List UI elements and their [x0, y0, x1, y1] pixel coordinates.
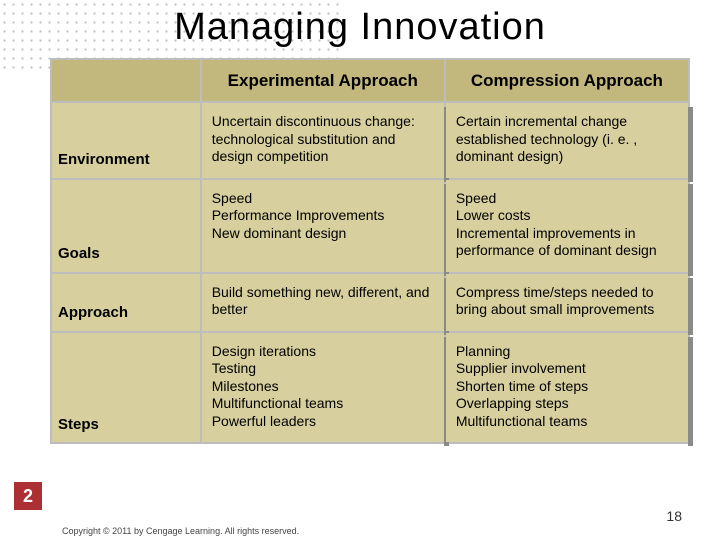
chapter-badge: 2: [14, 482, 42, 510]
table-header-row: Experimental Approach Compression Approa…: [51, 59, 689, 102]
cell-approach-experimental: Build something new, different, and bett…: [201, 273, 445, 332]
slide-title: Managing Innovation: [0, 0, 720, 49]
cell-steps-compression: PlanningSupplier involvementShorten time…: [445, 332, 689, 444]
cell-environment-compression: Certain incremental change established t…: [445, 102, 689, 179]
row-goals: Goals SpeedPerformance ImprovementsNew d…: [51, 179, 689, 273]
cell-goals-compression: SpeedLower costsIncremental improvements…: [445, 179, 689, 273]
cell-approach-compression: Compress time/steps needed to bring abou…: [445, 273, 689, 332]
row-environment: Environment Uncertain discontinuous chan…: [51, 102, 689, 179]
row-steps: Steps Design iterationsTestingMilestones…: [51, 332, 689, 444]
cell-environment-experimental: Uncertain discontinuous change: technolo…: [201, 102, 445, 179]
header-corner: [51, 59, 201, 102]
slide-number: 18: [666, 508, 682, 524]
comparison-table: Experimental Approach Compression Approa…: [50, 58, 690, 444]
col-header-compression: Compression Approach: [445, 59, 689, 102]
copyright-text: Copyright © 2011 by Cengage Learning. Al…: [62, 526, 299, 536]
row-label-approach: Approach: [51, 273, 201, 332]
col-header-experimental: Experimental Approach: [201, 59, 445, 102]
cell-goals-experimental: SpeedPerformance ImprovementsNew dominan…: [201, 179, 445, 273]
row-approach: Approach Build something new, different,…: [51, 273, 689, 332]
row-label-environment: Environment: [51, 102, 201, 179]
cell-steps-experimental: Design iterationsTestingMilestonesMultif…: [201, 332, 445, 444]
row-label-steps: Steps: [51, 332, 201, 444]
row-label-goals: Goals: [51, 179, 201, 273]
